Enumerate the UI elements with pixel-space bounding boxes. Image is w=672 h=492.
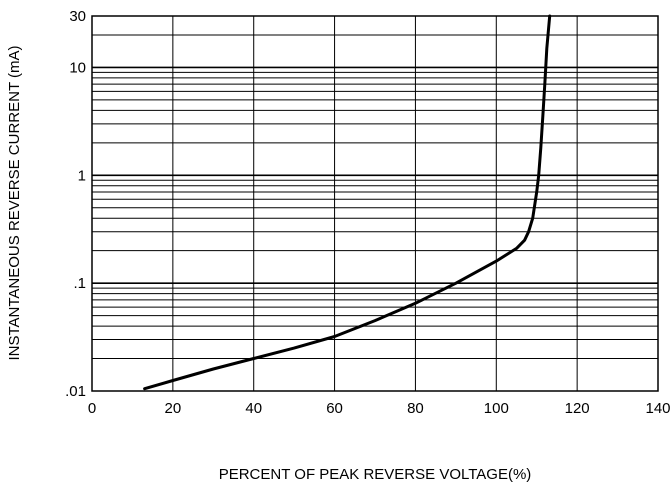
x-tick-label: 80 — [407, 400, 424, 417]
series-layer — [143, 14, 552, 391]
x-tick-labels: 0 20 40 60 80 100 120 140 — [88, 400, 671, 417]
x-tick-label: 20 — [165, 400, 182, 417]
y-tick-label: 10 — [69, 59, 86, 76]
x-axis-title: PERCENT OF PEAK REVERSE VOLTAGE(%) — [219, 466, 532, 483]
y-tick-label: .01 — [65, 383, 86, 400]
plot-frame — [91, 15, 659, 392]
x-tick-label: 120 — [565, 400, 590, 417]
x-tick-label: 60 — [326, 400, 343, 417]
x-tick-label: 140 — [645, 400, 670, 417]
y-axis-title: INSTANTANEOUS REVERSE CURRENT (mA) — [6, 45, 23, 360]
y-tick-label: 30 — [69, 8, 86, 25]
x-tick-label: 0 — [88, 400, 96, 417]
x-tick-label: 100 — [484, 400, 509, 417]
series-line-1 — [143, 14, 552, 391]
x-tick-label: 40 — [245, 400, 262, 417]
y-tick-label: 1 — [78, 167, 86, 184]
y-tick-label: .1 — [73, 275, 86, 292]
grid-lines — [92, 16, 658, 391]
y-tick-labels: .01 .1 1 10 30 — [65, 8, 86, 400]
